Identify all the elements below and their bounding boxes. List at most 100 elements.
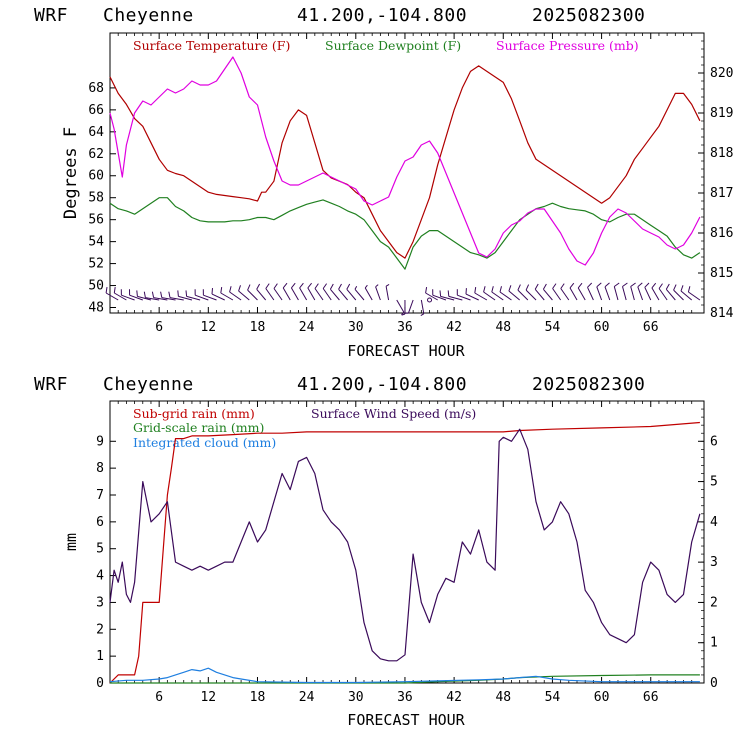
- wind-barb-staff: [186, 295, 201, 301]
- wind-barb: [238, 285, 250, 301]
- wind-barb-staff: [364, 287, 373, 301]
- precip-y-tick-label: 7: [96, 488, 104, 503]
- precip-x-tick-label: 66: [643, 690, 659, 705]
- precip-y-tick-label: 2: [96, 622, 104, 637]
- wind-barb-staff: [137, 295, 152, 301]
- precip-x-tick-label: 24: [299, 690, 315, 705]
- temperature-x-tick-label: 36: [397, 320, 413, 335]
- wind-barb-flag: [552, 283, 557, 289]
- temperature-panel: Surface Temperature (F) Surface Dewpoint…: [61, 32, 734, 360]
- wind-barb-flag: [560, 283, 565, 289]
- surface-wind-speed-line: [109, 428, 701, 662]
- wind-barb-staff: [211, 293, 225, 301]
- temperature-y-tick-label: 68: [88, 81, 104, 96]
- wind-barb: [560, 283, 570, 301]
- precip-x-tick-label: 6: [155, 690, 163, 705]
- wind-barb-flag: [151, 291, 155, 298]
- precip-x-tick-label: 48: [495, 690, 511, 705]
- wind-barb: [168, 291, 184, 301]
- wind-barb-staff: [220, 292, 234, 301]
- wind-barb-staff: [651, 287, 660, 301]
- top-header: WRF Cheyenne 41.200,-104.800 2025082300: [34, 5, 645, 26]
- wind-barb: [687, 286, 701, 301]
- wind-barb-staff: [195, 294, 209, 301]
- temperature-y-tick-label: 56: [88, 213, 104, 228]
- wind-barb: [587, 282, 594, 301]
- wind-barb-flag: [354, 285, 358, 290]
- surface-pressure-line: [109, 56, 701, 266]
- bottom-header: WRF Cheyenne 41.200,-104.800 2025082300: [34, 374, 645, 395]
- wind-barb: [420, 299, 425, 317]
- wind-barb-flag: [604, 282, 610, 288]
- wind-barb-staff: [396, 299, 405, 313]
- wind-barb-flag: [651, 282, 657, 289]
- wind-barb-flag: [569, 282, 575, 289]
- wind-barb-flag: [517, 284, 521, 291]
- wind-barb-flag: [644, 282, 650, 288]
- precip-y-tick-label: 0: [96, 676, 104, 691]
- wind-barb-staff: [425, 292, 438, 301]
- wind-barb-staff: [552, 288, 562, 301]
- precip-y2-tick-label: 1: [710, 636, 718, 651]
- temperature-x-tick-label: 60: [594, 320, 610, 335]
- temperature-y-tick-label: 54: [88, 235, 104, 250]
- precip-xlabel: FORECAST HOUR: [347, 711, 465, 729]
- temperature-y-ticks: 48 50 52 54 56 58 60 62 64 66 68: [88, 81, 116, 316]
- wind-barb: [651, 282, 660, 301]
- wind-barb-staff: [105, 292, 119, 301]
- wind-barb-staff: [330, 288, 340, 301]
- wind-barb-flag: [256, 283, 261, 290]
- precip-x-tick-label: 30: [348, 690, 364, 705]
- precip-y2-tick-label: 3: [710, 555, 718, 570]
- wind-barb: [432, 289, 447, 301]
- wind-barb-staff: [613, 286, 619, 301]
- wind-barb: [322, 283, 332, 301]
- wind-barb-flag: [385, 283, 390, 287]
- wind-barb: [329, 283, 340, 301]
- temperature-y-tick-label: 60: [88, 169, 104, 184]
- wind-barb: [577, 282, 586, 301]
- wind-barb-flag: [314, 283, 319, 289]
- temperature-y-tick-label: 52: [88, 257, 104, 272]
- wind-barb-staff: [256, 288, 267, 301]
- wind-barb-staff: [385, 286, 390, 301]
- wind-barb-staff: [440, 295, 455, 301]
- wind-barb-flag: [658, 283, 663, 289]
- wind-barb-staff: [534, 288, 545, 301]
- wind-barb-flag: [364, 284, 368, 289]
- wind-barb: [604, 282, 611, 301]
- header-coords-2: 41.200,-104.800: [297, 374, 467, 395]
- precip-y2-tick-label: 0: [710, 676, 718, 691]
- wind-barb-calm: [427, 297, 433, 303]
- wind-barb: [105, 287, 119, 301]
- wind-barb-flag: [577, 282, 583, 289]
- wind-barb-staff: [420, 299, 425, 314]
- wind-barb: [508, 285, 520, 301]
- wind-barb-staff: [474, 292, 488, 301]
- temperature-ylabel: Degrees F: [61, 127, 81, 219]
- temperature-y2-tick-label: 820: [710, 66, 733, 81]
- wind-barb-staff: [630, 286, 635, 301]
- wind-barb-staff: [432, 294, 447, 301]
- wind-barb: [211, 288, 225, 301]
- wind-barb: [265, 283, 275, 301]
- wind-barb-flag: [483, 286, 486, 293]
- legend-temperature: Surface Temperature (F): [133, 38, 290, 53]
- temperature-y-tick-label: 62: [88, 147, 104, 162]
- legend-pressure: Surface Pressure (mb): [496, 38, 639, 53]
- wind-barb-staff: [543, 288, 553, 301]
- precip-y2-tick-label: 5: [710, 475, 718, 490]
- temperature-y-tick-label: 48: [88, 301, 104, 316]
- wind-barb-staff: [129, 294, 143, 301]
- wind-barb: [613, 282, 620, 301]
- wind-barb: [622, 282, 628, 301]
- wind-barb-staff: [314, 288, 324, 301]
- wind-barb-staff: [491, 291, 504, 301]
- precip-ylabel: mm: [62, 533, 80, 551]
- wind-barb-staff: [665, 288, 676, 301]
- wind-barb-flag: [299, 282, 304, 289]
- wind-barb-flag: [534, 283, 539, 290]
- temperature-x-tick-label: 54: [545, 320, 561, 335]
- precip-y-tick-label: 4: [96, 569, 104, 584]
